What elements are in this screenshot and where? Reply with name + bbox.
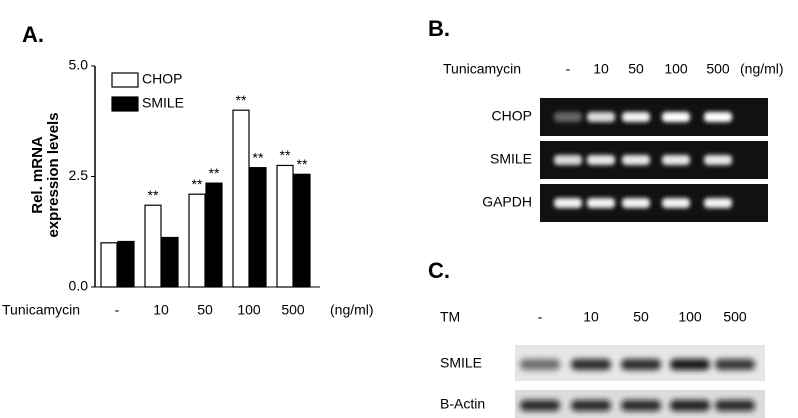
gel-band	[704, 198, 732, 208]
x-unit: (ng/ml)	[330, 302, 374, 318]
bar	[100, 242, 118, 288]
legend-swatch	[111, 72, 139, 88]
row-label: GAPDH	[482, 194, 532, 210]
x-axis-label: Tunicamycin	[2, 302, 80, 318]
legend-label: SMILE	[142, 95, 184, 111]
blot-band	[520, 400, 560, 411]
x-tick-label: -	[115, 302, 120, 318]
gel-band	[704, 155, 732, 165]
row-label: SMILE	[490, 151, 532, 167]
bar	[249, 167, 267, 288]
panel-label: B.	[428, 16, 450, 41]
gel-band	[554, 112, 582, 122]
bar	[144, 204, 162, 288]
treatment-label: TM	[440, 309, 460, 325]
x-tick-label: 100	[237, 302, 261, 318]
legend-swatch	[111, 96, 139, 112]
x-tick-label: 500	[281, 302, 305, 318]
x-tick-label: 10	[153, 302, 169, 318]
gel-band	[622, 198, 650, 208]
y-tick-label: 2.5	[69, 167, 89, 183]
significance: **	[148, 187, 159, 203]
blot-band	[571, 359, 611, 370]
lane-label: 500	[706, 61, 730, 77]
gel-band	[554, 198, 582, 208]
x-tick-label: 50	[197, 302, 213, 318]
lane-label: 10	[593, 61, 609, 77]
lane-label: -	[566, 61, 571, 77]
row-label: B-Actin	[440, 396, 485, 412]
unit-label: (ng/ml)	[740, 61, 784, 77]
bar	[232, 109, 250, 288]
bar	[161, 236, 179, 288]
row-label: SMILE	[440, 355, 482, 371]
significance: **	[280, 147, 291, 163]
gel-band	[662, 155, 690, 165]
lane-label: 50	[628, 61, 644, 77]
treatment-label: Tunicamycin	[443, 61, 521, 77]
bar	[117, 240, 135, 288]
y-axis-label: expression levels	[45, 112, 62, 237]
gel-band	[704, 112, 732, 122]
lane-label: 100	[664, 61, 688, 77]
row-label: CHOP	[492, 108, 532, 124]
blot-band	[520, 359, 560, 370]
blot-band	[715, 400, 755, 411]
gel-band	[554, 155, 582, 165]
gel-band	[622, 155, 650, 165]
gel-band	[587, 155, 615, 165]
legend-label: CHOP	[142, 71, 182, 87]
lane-label: 100	[678, 309, 702, 325]
y-tick-label: 0.0	[69, 278, 89, 294]
gel-band	[662, 112, 690, 122]
lane-label: 10	[583, 309, 599, 325]
significance: **	[253, 149, 264, 165]
blot-band	[715, 359, 755, 370]
significance: **	[297, 156, 308, 172]
y-axis-label: Rel. mRNA	[29, 136, 46, 214]
bar	[205, 182, 223, 288]
lane-label: 500	[723, 309, 747, 325]
gel-band	[622, 112, 650, 122]
significance: **	[209, 165, 220, 181]
lane-label: -	[538, 309, 543, 325]
panel-label: C.	[428, 258, 450, 283]
blot-band	[670, 359, 710, 370]
lane-label: 50	[633, 309, 649, 325]
blot-band	[621, 359, 661, 370]
gel-image	[540, 98, 768, 222]
gel-band	[587, 112, 615, 122]
gel-band	[662, 198, 690, 208]
significance: **	[192, 176, 203, 192]
bar	[293, 173, 311, 288]
blot-image	[515, 345, 765, 418]
blot-band	[670, 400, 710, 411]
gel-band	[587, 198, 615, 208]
blot-band	[621, 400, 661, 411]
bar	[276, 164, 294, 288]
y-tick-label: 5.0	[69, 57, 89, 73]
panel-label: A.	[22, 22, 44, 47]
blot-band	[571, 400, 611, 411]
significance: **	[236, 92, 247, 108]
bar	[188, 193, 206, 288]
